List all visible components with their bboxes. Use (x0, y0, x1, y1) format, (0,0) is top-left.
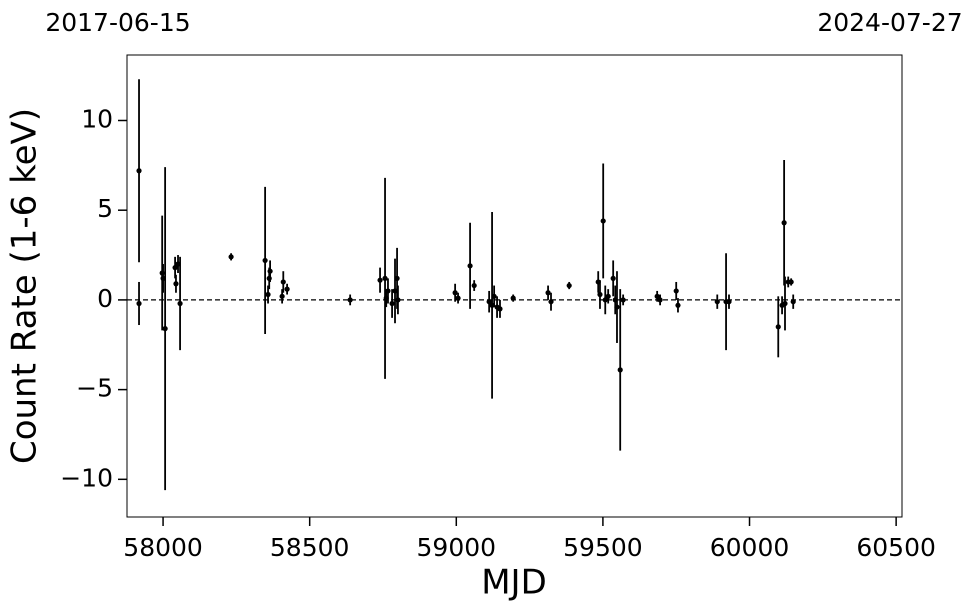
data-point (172, 265, 178, 271)
data-point (452, 290, 458, 296)
data-point (394, 275, 400, 281)
data-point (657, 297, 663, 303)
data-point (280, 279, 286, 285)
data-point (510, 295, 516, 301)
data-point (602, 297, 608, 303)
x-tick-label: 58500 (270, 533, 350, 562)
data-point (136, 300, 142, 307)
data-point (467, 263, 473, 269)
start-date: 2017-06-15 (45, 8, 190, 37)
data-point (385, 288, 391, 294)
x-tick-label: 58000 (123, 533, 203, 562)
plot-frame (126, 54, 903, 518)
data-point (382, 275, 388, 281)
data-point (614, 304, 620, 310)
data-point (726, 299, 732, 305)
data-point (486, 299, 492, 305)
y-axis-label: Count Rate (1-6 keV) (5, 108, 45, 464)
data-point (673, 288, 679, 294)
data-point (675, 302, 681, 308)
x-tick-label: 60500 (856, 533, 936, 562)
x-tick-label: 59500 (563, 533, 643, 562)
data-point (177, 300, 183, 307)
data-point (136, 168, 142, 174)
data-point (782, 300, 788, 307)
end-date: 2024-07-27 (817, 8, 962, 37)
data-point (597, 291, 603, 298)
data-point (654, 293, 660, 299)
data-point (395, 297, 401, 303)
data-point (620, 297, 626, 303)
data-point (605, 293, 611, 299)
x-tick-label: 60000 (710, 533, 790, 562)
x-tick-label: 59000 (417, 533, 497, 562)
data-point (775, 324, 781, 330)
data-point (389, 300, 395, 307)
data-point (267, 268, 273, 274)
data-point (491, 293, 497, 299)
data-point (377, 277, 383, 283)
y-tick-label: 10 (81, 104, 113, 133)
data-point (455, 295, 461, 301)
data-point (347, 297, 353, 303)
data-point (162, 326, 168, 332)
data-point (714, 299, 720, 305)
data-point (284, 286, 290, 292)
x-axis-label: MJD (481, 563, 547, 603)
data-point (265, 291, 271, 298)
data-point (545, 290, 551, 296)
data-point (497, 306, 503, 312)
data-point (566, 282, 572, 289)
data-point (617, 367, 623, 373)
data-point (262, 257, 268, 264)
y-tick-label: −5 (76, 374, 113, 403)
data-point (600, 218, 606, 224)
data-point (790, 299, 796, 305)
data-point (228, 254, 234, 260)
data-point (279, 293, 285, 299)
data-point (471, 282, 477, 289)
data-point (548, 299, 554, 305)
y-tick-label: 0 (97, 284, 113, 313)
data-point (781, 220, 787, 226)
y-tick-label: −10 (60, 463, 113, 492)
data-point (173, 281, 179, 287)
data-point (788, 279, 794, 285)
y-tick-label: 5 (97, 194, 113, 223)
data-point (610, 275, 616, 281)
